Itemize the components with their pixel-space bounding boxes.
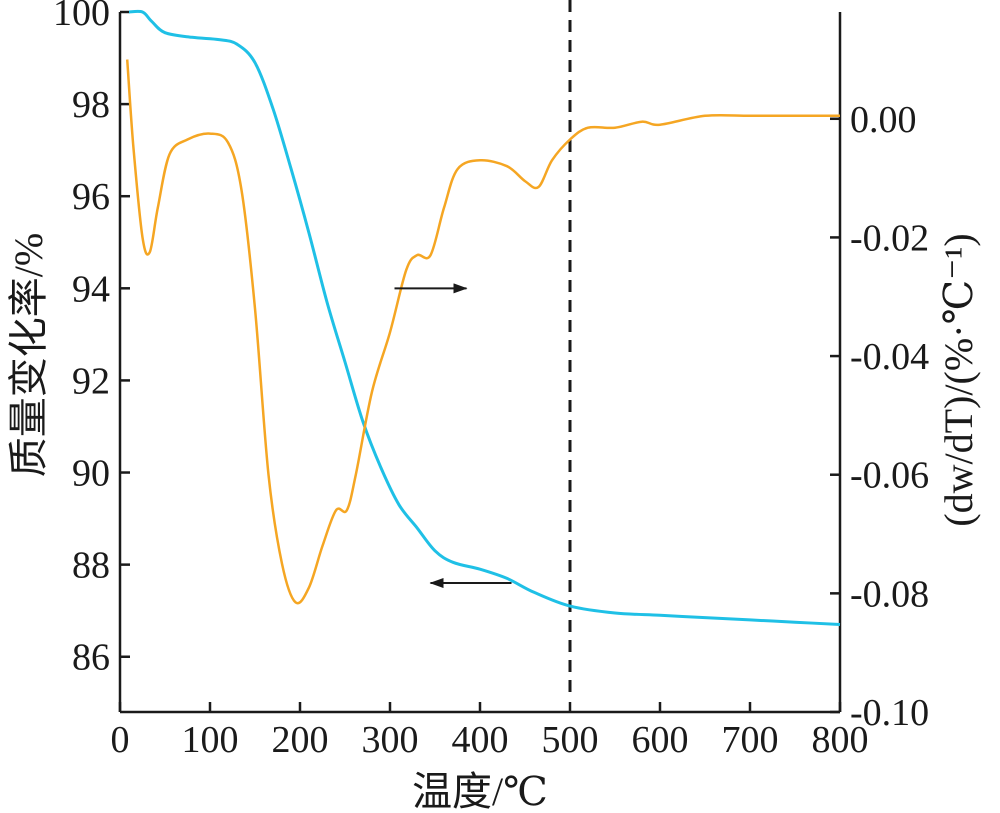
left-y-tick-label: 86 [72,637,110,679]
dtg-curve [125,59,840,605]
x-tick-label: 700 [722,719,779,761]
left-y-tick-label: 96 [72,176,110,218]
left-y-tick-label: 90 [72,453,110,495]
x-tick-label: 0 [111,719,130,761]
left-y-tick-label: 94 [72,268,110,310]
left-y-tick-label: 100 [53,0,110,34]
right-y-tick-label: -0.02 [850,217,929,259]
x-tick-label: 800 [812,719,869,761]
x-tick-label: 300 [362,719,419,761]
right-y-tick-label: -0.08 [850,573,929,615]
left-y-tick-label: 98 [72,84,110,126]
tick-labels: 0 100 200 300 400 500 600 700 800 86 88 90 92 94 96 98 1… [53,0,929,761]
x-tick-label: 500 [542,719,599,761]
x-tick-label: 600 [632,719,689,761]
right-y-axis-title: (dw/dT)/(%·℃⁻¹) [936,233,981,526]
left-y-tick-label: 88 [72,545,110,587]
x-tick-label: 200 [272,719,329,761]
right-y-tick-label: -0.10 [850,692,929,734]
x-tick-label: 400 [452,719,509,761]
x-axis-title: 温度/℃ [412,769,548,813]
ticks [118,10,842,714]
right-y-tick-label: -0.04 [850,336,929,378]
left-y-tick-label: 92 [72,360,110,402]
right-y-tick-label: 0.00 [850,99,917,141]
axes [118,12,842,714]
mass-change-curve [128,9,841,626]
right-y-tick-label: -0.06 [850,455,929,497]
x-tick-label: 100 [182,719,239,761]
left-y-axis-title: 质量变化率/% [6,233,51,477]
